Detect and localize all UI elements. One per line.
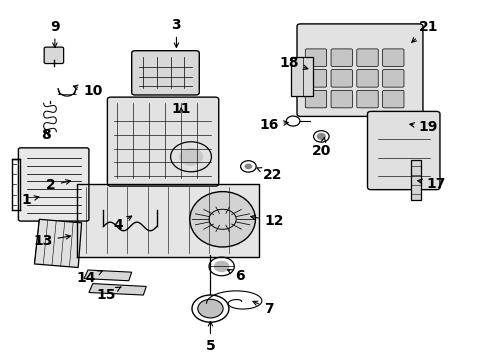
FancyBboxPatch shape — [19, 148, 89, 221]
FancyBboxPatch shape — [330, 69, 352, 87]
FancyBboxPatch shape — [356, 49, 377, 66]
FancyBboxPatch shape — [356, 90, 377, 108]
Circle shape — [317, 134, 325, 139]
Text: 22: 22 — [256, 168, 282, 182]
Polygon shape — [77, 184, 259, 257]
Text: 21: 21 — [411, 20, 437, 42]
FancyBboxPatch shape — [382, 90, 403, 108]
Text: 18: 18 — [279, 56, 307, 70]
Circle shape — [179, 148, 203, 166]
Polygon shape — [84, 270, 131, 281]
Polygon shape — [89, 284, 146, 295]
FancyBboxPatch shape — [382, 69, 403, 87]
FancyBboxPatch shape — [367, 111, 439, 190]
Text: 15: 15 — [96, 287, 121, 302]
Circle shape — [198, 299, 223, 318]
Text: 2: 2 — [46, 178, 70, 192]
FancyBboxPatch shape — [330, 49, 352, 66]
Polygon shape — [290, 57, 312, 96]
FancyBboxPatch shape — [382, 49, 403, 66]
FancyBboxPatch shape — [356, 69, 377, 87]
Text: 5: 5 — [205, 321, 215, 353]
Text: 4: 4 — [113, 216, 131, 231]
Circle shape — [213, 261, 229, 272]
FancyBboxPatch shape — [296, 24, 422, 116]
FancyBboxPatch shape — [44, 47, 63, 64]
Text: 6: 6 — [227, 269, 244, 283]
Text: 10: 10 — [73, 84, 102, 98]
Text: 19: 19 — [409, 120, 437, 134]
FancyBboxPatch shape — [330, 90, 352, 108]
Text: 14: 14 — [77, 271, 102, 285]
FancyBboxPatch shape — [107, 97, 218, 186]
Text: 16: 16 — [259, 118, 287, 132]
FancyBboxPatch shape — [305, 90, 326, 108]
FancyBboxPatch shape — [305, 69, 326, 87]
Text: 12: 12 — [250, 214, 283, 228]
Ellipse shape — [189, 192, 255, 247]
Text: 3: 3 — [171, 18, 181, 48]
Text: 8: 8 — [41, 129, 51, 143]
Text: 7: 7 — [252, 301, 273, 316]
FancyBboxPatch shape — [131, 51, 199, 95]
Polygon shape — [34, 219, 81, 267]
Polygon shape — [410, 160, 420, 200]
FancyBboxPatch shape — [305, 49, 326, 66]
Text: 13: 13 — [33, 234, 70, 248]
Circle shape — [244, 163, 252, 169]
Text: 17: 17 — [417, 176, 445, 190]
Text: 9: 9 — [50, 19, 60, 48]
Text: 1: 1 — [22, 193, 39, 207]
Text: 20: 20 — [311, 138, 330, 158]
Text: 11: 11 — [171, 102, 191, 116]
